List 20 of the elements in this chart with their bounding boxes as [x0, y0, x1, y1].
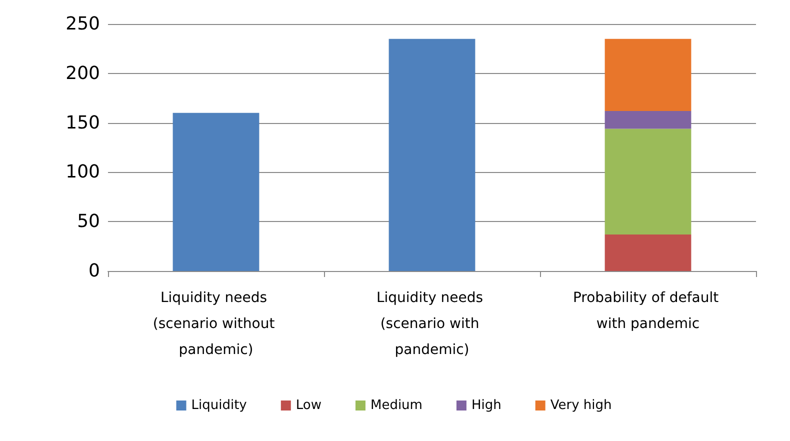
- legend-label: High: [471, 398, 502, 413]
- x-tick-label: Liquidity needs (scenario without pandemic): [152, 290, 280, 358]
- y-tick-label: 250: [66, 14, 100, 34]
- legend-label: Low: [296, 398, 322, 413]
- y-tick-label: 50: [77, 211, 100, 232]
- x-tick-label: Liquidity needs (scenario with pandemic): [376, 290, 488, 358]
- bar: [604, 38, 692, 111]
- bar: [604, 110, 692, 129]
- legend-label: Liquidity: [191, 398, 248, 413]
- bar: [604, 128, 692, 234]
- bar: [172, 112, 260, 271]
- y-tick-label: 100: [66, 162, 100, 183]
- x-tick-label: Probability of default with pandemic: [572, 290, 724, 332]
- y-tick-label: 150: [66, 112, 100, 134]
- legend-label: Medium: [370, 398, 422, 413]
- legend-label: Very high: [550, 398, 612, 413]
- y-tick-label: 200: [66, 62, 100, 84]
- y-tick-label: 0: [88, 260, 100, 282]
- bar: [604, 234, 692, 271]
- bar: [388, 38, 476, 271]
